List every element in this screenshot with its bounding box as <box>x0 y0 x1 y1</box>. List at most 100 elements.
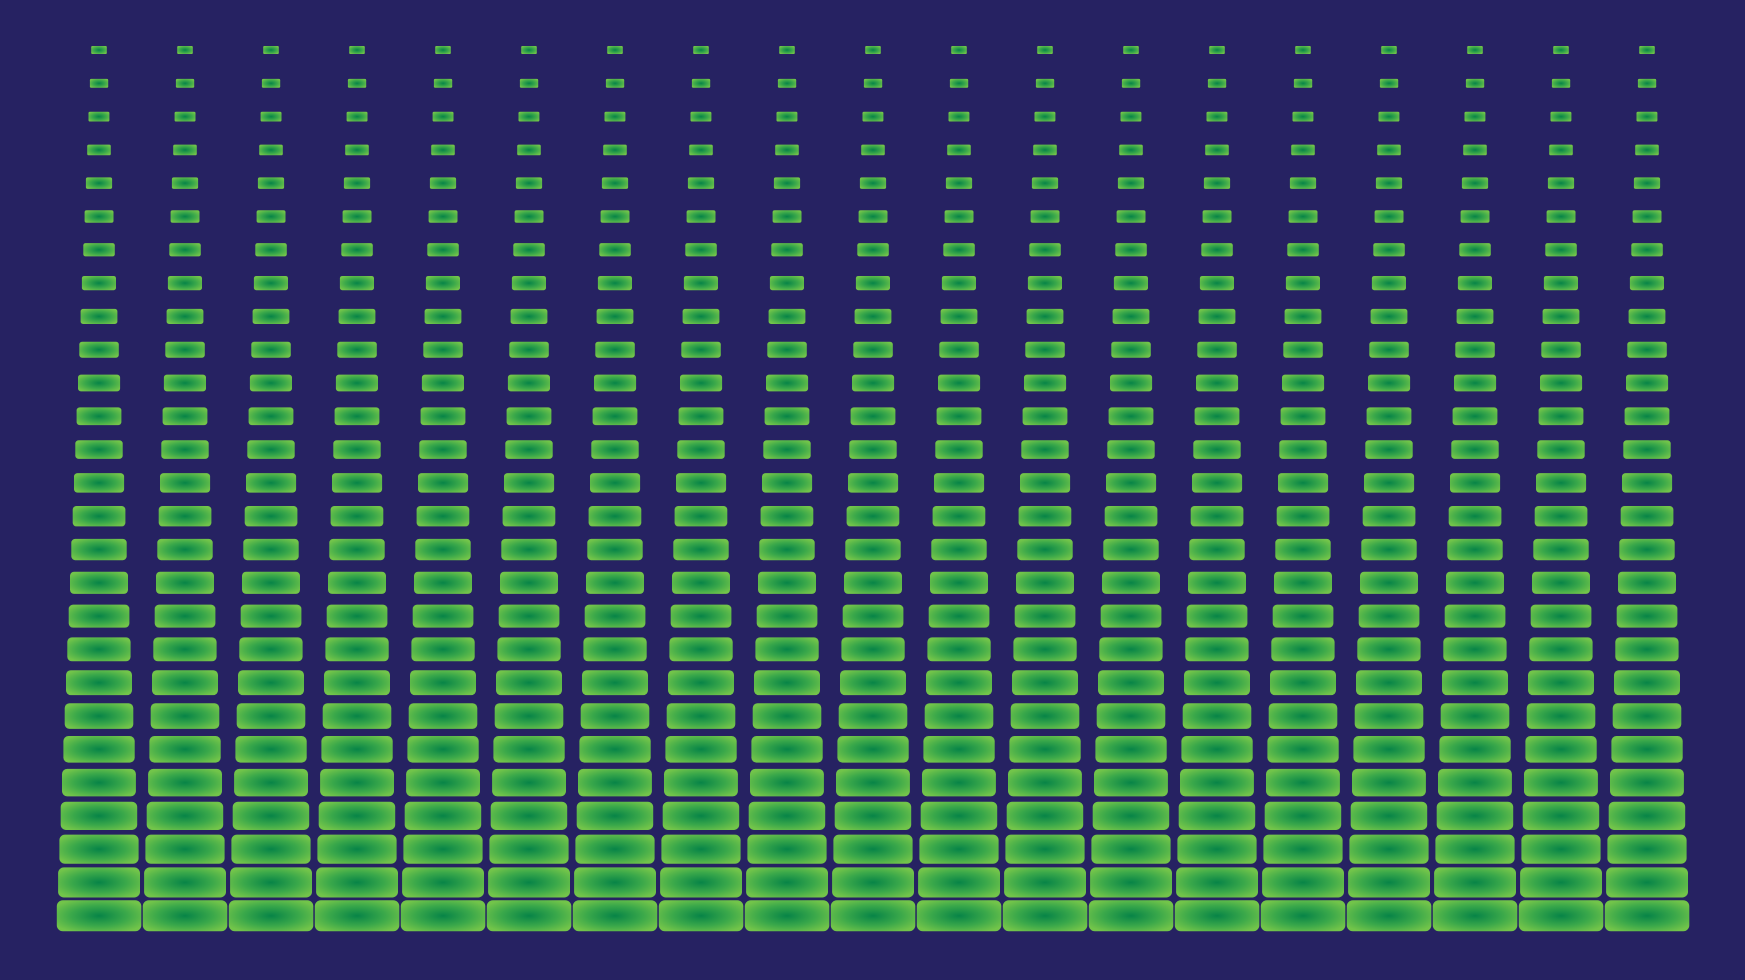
tile <box>248 407 294 426</box>
tile <box>170 210 200 223</box>
tile <box>1467 46 1483 54</box>
tile <box>767 341 807 358</box>
tile <box>329 538 385 561</box>
tile <box>243 538 299 561</box>
tile <box>769 276 804 291</box>
tile <box>330 506 384 527</box>
tile <box>601 177 629 189</box>
tile <box>74 473 125 493</box>
tile <box>1103 538 1159 561</box>
tile <box>1178 801 1256 830</box>
tile <box>78 374 121 392</box>
tile <box>1542 308 1580 324</box>
tile <box>1356 670 1422 696</box>
tile <box>1197 341 1237 358</box>
tile <box>500 571 558 594</box>
tile <box>158 506 212 527</box>
tile <box>56 900 142 932</box>
tile <box>1452 407 1498 426</box>
tile <box>150 703 220 729</box>
tile <box>1268 703 1338 729</box>
tile <box>1636 111 1658 122</box>
tile <box>1616 604 1678 628</box>
tile <box>932 506 986 527</box>
tile <box>1017 538 1073 561</box>
tile <box>169 243 201 257</box>
tile <box>592 407 638 426</box>
tile <box>1021 440 1069 459</box>
tile <box>1203 177 1231 189</box>
tile <box>1361 538 1417 561</box>
tile <box>492 768 566 797</box>
tile <box>948 111 970 122</box>
tile <box>1628 308 1666 324</box>
tile <box>67 637 131 662</box>
tile <box>764 407 810 426</box>
tile <box>335 374 378 392</box>
tile <box>751 736 823 763</box>
tile <box>1119 144 1143 156</box>
tile <box>402 867 484 898</box>
tile <box>576 801 654 830</box>
tile <box>846 506 900 527</box>
tile <box>1188 571 1246 594</box>
tile <box>334 407 380 426</box>
tile <box>1608 801 1686 830</box>
tile <box>252 308 290 324</box>
tile <box>594 374 637 392</box>
tile <box>848 473 899 493</box>
tile <box>1349 834 1429 864</box>
tile <box>1377 144 1401 156</box>
tile <box>668 670 734 696</box>
tile <box>596 308 634 324</box>
tile <box>590 473 641 493</box>
tile <box>81 276 116 291</box>
tile <box>935 440 983 459</box>
tile <box>1207 78 1227 88</box>
tile <box>1196 374 1239 392</box>
tile <box>423 341 463 358</box>
tile <box>416 506 470 527</box>
tile <box>408 703 478 729</box>
tile <box>1435 834 1515 864</box>
tile <box>435 46 451 54</box>
tile <box>79 341 119 358</box>
tile <box>1275 538 1331 561</box>
tile <box>938 374 981 392</box>
tile <box>1090 867 1172 898</box>
tile <box>1274 571 1332 594</box>
tile <box>1009 736 1081 763</box>
tile <box>1622 473 1673 493</box>
tile <box>1098 670 1164 696</box>
tile <box>1026 308 1064 324</box>
tile <box>747 834 827 864</box>
tile <box>930 571 988 594</box>
tile <box>349 46 365 54</box>
tile <box>605 78 625 88</box>
tile <box>691 78 711 88</box>
tile <box>1461 177 1489 189</box>
tile <box>939 341 979 358</box>
tile <box>1035 78 1055 88</box>
tile <box>511 276 546 291</box>
tile <box>232 801 310 830</box>
tile <box>1454 374 1497 392</box>
tile <box>597 276 632 291</box>
tile <box>314 900 400 932</box>
tile <box>776 111 798 122</box>
tile <box>945 177 973 189</box>
tile <box>263 46 279 54</box>
tile <box>1194 407 1240 426</box>
tile <box>1181 736 1253 763</box>
tile <box>1443 637 1507 662</box>
tile <box>1282 374 1325 392</box>
tile <box>1185 637 1249 662</box>
tile <box>1104 506 1158 527</box>
tile <box>1266 768 1340 797</box>
tile <box>513 243 545 257</box>
tile <box>1350 801 1428 830</box>
tile <box>1008 768 1082 797</box>
tile <box>1448 506 1502 527</box>
tile <box>490 801 568 830</box>
tile <box>579 736 651 763</box>
